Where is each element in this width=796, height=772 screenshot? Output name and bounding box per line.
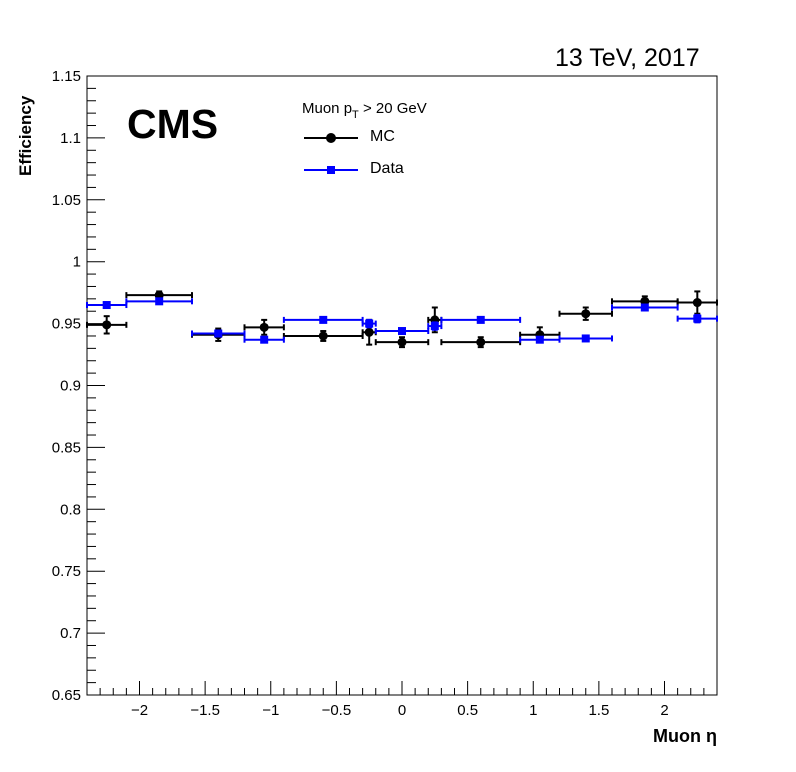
legend-item-data: Data xyxy=(304,160,464,180)
circle-marker-icon xyxy=(326,133,336,143)
mc-point xyxy=(259,322,269,332)
data-point xyxy=(430,322,439,331)
y-tick-label: 1.05 xyxy=(52,192,81,209)
y-tick-label: 0.9 xyxy=(60,378,81,395)
series-data xyxy=(86,297,718,344)
cms-label: CMS xyxy=(127,101,219,147)
data-point xyxy=(319,315,328,324)
x-tick-label: 1 xyxy=(529,702,537,719)
square-marker-icon xyxy=(327,166,335,174)
x-tick-label: 0 xyxy=(398,702,406,719)
legend-label-data: Data xyxy=(370,160,404,177)
y-tick-label: 1.15 xyxy=(52,68,81,85)
mc-point xyxy=(692,298,702,308)
legend-header-subscript: T xyxy=(352,109,359,121)
x-tick-label: 2 xyxy=(660,702,668,719)
legend-header-suffix: > 20 GeV xyxy=(358,100,427,117)
x-tick-label: 0.5 xyxy=(457,702,478,719)
x-tick-label: 1.5 xyxy=(588,702,609,719)
mc-point xyxy=(318,331,328,341)
x-tick-label: −2 xyxy=(131,702,148,719)
data-point xyxy=(155,297,164,306)
y-tick-label: 1 xyxy=(73,254,81,271)
x-tick-label: −0.5 xyxy=(322,702,352,719)
mc-point xyxy=(476,337,486,347)
y-tick-label: 0.95 xyxy=(52,316,81,333)
data-point xyxy=(581,334,590,343)
data-point xyxy=(398,327,406,336)
y-tick-label: 0.65 xyxy=(52,687,81,704)
data-point xyxy=(476,315,485,324)
y-tick-label: 1.1 xyxy=(60,130,81,147)
data-point xyxy=(102,301,111,310)
mc-point xyxy=(102,320,112,330)
mc-point xyxy=(581,309,591,319)
legend-header: Muon pT > 20 GeV xyxy=(302,100,427,121)
data-point xyxy=(260,335,269,344)
data-points xyxy=(86,290,718,349)
y-tick-label: 0.8 xyxy=(60,501,81,518)
data-point xyxy=(640,303,649,312)
legend-header-text: Muon p xyxy=(302,100,353,117)
data-point xyxy=(365,319,374,328)
x-tick-label: −1.5 xyxy=(190,702,220,719)
y-axis-title: Efficiency xyxy=(16,95,35,176)
axes: −2 −1.5 −1 −0.5 0 0.5 1 1.5 2 0.65 0.7 0.75 0.8 0.85 0… xyxy=(52,68,718,719)
mc-point xyxy=(364,327,374,337)
x-axis-title: Muon η xyxy=(653,726,717,746)
series-mc xyxy=(86,290,718,349)
data-point xyxy=(693,314,702,323)
y-tick-label: 0.75 xyxy=(52,563,81,580)
y-tick-label: 0.85 xyxy=(52,439,81,456)
y-tick-label: 0.7 xyxy=(60,625,81,642)
legend-label-mc: MC xyxy=(370,128,395,145)
mc-point xyxy=(397,337,407,347)
data-point xyxy=(214,329,223,338)
x-tick-label: −1 xyxy=(262,702,279,719)
data-point xyxy=(535,335,544,344)
energy-label: 13 TeV, 2017 xyxy=(555,44,700,72)
legend-item-mc: MC xyxy=(304,128,464,148)
